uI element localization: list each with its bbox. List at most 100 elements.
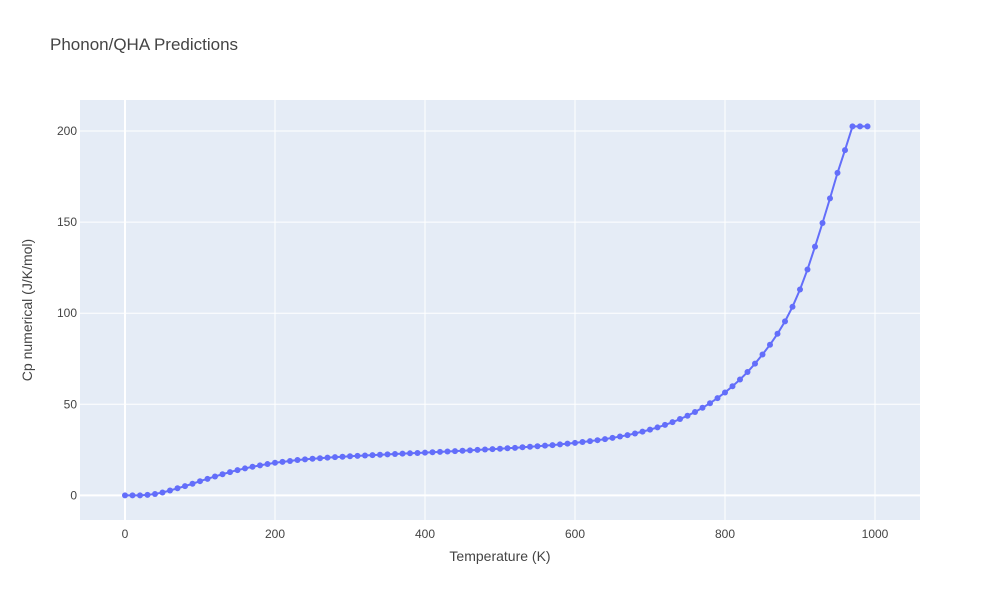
data-point[interactable] bbox=[459, 447, 466, 454]
data-point[interactable] bbox=[317, 455, 323, 462]
data-point[interactable] bbox=[204, 475, 211, 482]
data-point[interactable] bbox=[572, 439, 578, 446]
data-point[interactable] bbox=[227, 469, 233, 476]
data-point[interactable] bbox=[182, 483, 188, 490]
data-point[interactable] bbox=[347, 453, 353, 460]
data-point[interactable] bbox=[392, 451, 398, 458]
data-point[interactable] bbox=[152, 490, 158, 497]
data-point[interactable] bbox=[692, 408, 698, 415]
data-point[interactable] bbox=[249, 463, 256, 470]
data-point[interactable] bbox=[737, 376, 743, 383]
data-point[interactable] bbox=[422, 449, 428, 456]
data-point[interactable] bbox=[707, 400, 713, 407]
data-point[interactable] bbox=[467, 447, 473, 454]
data-point[interactable] bbox=[864, 123, 871, 130]
data-point[interactable] bbox=[272, 459, 278, 466]
data-point[interactable] bbox=[602, 436, 608, 443]
data-point[interactable] bbox=[827, 195, 833, 202]
data-point[interactable] bbox=[767, 341, 773, 348]
data-point[interactable] bbox=[534, 443, 541, 450]
data-point[interactable] bbox=[714, 395, 721, 402]
data-point[interactable] bbox=[579, 439, 586, 446]
data-point[interactable] bbox=[294, 457, 301, 464]
data-point[interactable] bbox=[744, 369, 751, 376]
data-point[interactable] bbox=[497, 445, 503, 452]
data-point[interactable] bbox=[339, 453, 346, 460]
data-point[interactable] bbox=[452, 448, 458, 455]
data-point[interactable] bbox=[437, 448, 443, 455]
data-point[interactable] bbox=[512, 444, 518, 451]
data-point[interactable] bbox=[842, 147, 848, 154]
data-point[interactable] bbox=[302, 456, 308, 463]
data-point[interactable] bbox=[287, 457, 293, 464]
data-point[interactable] bbox=[789, 303, 796, 310]
data-point[interactable] bbox=[212, 473, 218, 480]
data-point[interactable] bbox=[564, 440, 571, 447]
data-point[interactable] bbox=[407, 450, 413, 457]
data-point[interactable] bbox=[857, 123, 863, 130]
data-point[interactable] bbox=[819, 219, 826, 226]
data-point[interactable] bbox=[257, 462, 263, 469]
data-point[interactable] bbox=[722, 389, 728, 396]
data-point[interactable] bbox=[242, 465, 248, 472]
data-point[interactable] bbox=[557, 441, 563, 448]
data-point[interactable] bbox=[632, 430, 638, 437]
data-point[interactable] bbox=[662, 421, 668, 428]
data-point[interactable] bbox=[144, 491, 151, 498]
data-point[interactable] bbox=[812, 243, 818, 250]
data-point[interactable] bbox=[647, 426, 653, 433]
data-point[interactable] bbox=[399, 450, 406, 457]
data-point[interactable] bbox=[684, 412, 691, 419]
data-point[interactable] bbox=[414, 449, 421, 456]
data-point[interactable] bbox=[137, 492, 143, 499]
data-point[interactable] bbox=[122, 492, 128, 499]
data-point[interactable] bbox=[549, 442, 556, 449]
data-point[interactable] bbox=[332, 454, 338, 461]
data-point[interactable] bbox=[669, 419, 676, 426]
data-point[interactable] bbox=[504, 445, 511, 452]
data-point[interactable] bbox=[279, 458, 286, 465]
data-point[interactable] bbox=[174, 485, 181, 492]
data-point[interactable] bbox=[849, 123, 856, 130]
data-point[interactable] bbox=[834, 169, 841, 176]
data-point[interactable] bbox=[594, 437, 601, 444]
data-point[interactable] bbox=[309, 455, 316, 462]
data-point[interactable] bbox=[624, 432, 631, 439]
data-point[interactable] bbox=[197, 478, 203, 485]
data-point[interactable] bbox=[234, 467, 241, 474]
data-point[interactable] bbox=[159, 489, 166, 496]
data-point[interactable] bbox=[797, 286, 803, 293]
data-point[interactable] bbox=[489, 446, 496, 453]
data-point[interactable] bbox=[429, 449, 436, 456]
data-point[interactable] bbox=[474, 446, 481, 453]
data-point[interactable] bbox=[759, 351, 766, 358]
data-point[interactable] bbox=[384, 451, 391, 458]
data-point[interactable] bbox=[444, 448, 451, 455]
data-point[interactable] bbox=[482, 446, 488, 453]
data-point[interactable] bbox=[377, 451, 383, 458]
data-point[interactable] bbox=[677, 416, 683, 423]
data-point[interactable] bbox=[519, 444, 526, 451]
data-point[interactable] bbox=[729, 383, 736, 390]
data-point[interactable] bbox=[129, 492, 136, 499]
data-point[interactable] bbox=[324, 454, 331, 461]
data-point[interactable] bbox=[527, 443, 533, 450]
data-point[interactable] bbox=[617, 433, 623, 440]
data-point[interactable] bbox=[752, 360, 758, 367]
data-point[interactable] bbox=[219, 471, 226, 478]
data-point[interactable] bbox=[699, 404, 706, 411]
data-point[interactable] bbox=[354, 452, 361, 459]
data-point[interactable] bbox=[587, 438, 593, 445]
data-point[interactable] bbox=[654, 424, 661, 431]
data-point[interactable] bbox=[804, 266, 811, 273]
data-point[interactable] bbox=[782, 318, 788, 325]
data-point[interactable] bbox=[189, 480, 196, 487]
data-point[interactable] bbox=[362, 452, 368, 459]
data-point[interactable] bbox=[639, 428, 646, 435]
data-point[interactable] bbox=[542, 442, 548, 449]
data-point[interactable] bbox=[609, 434, 616, 441]
data-point[interactable] bbox=[369, 452, 376, 459]
data-point[interactable] bbox=[264, 461, 271, 468]
data-point[interactable] bbox=[774, 330, 781, 337]
data-point[interactable] bbox=[167, 487, 173, 494]
